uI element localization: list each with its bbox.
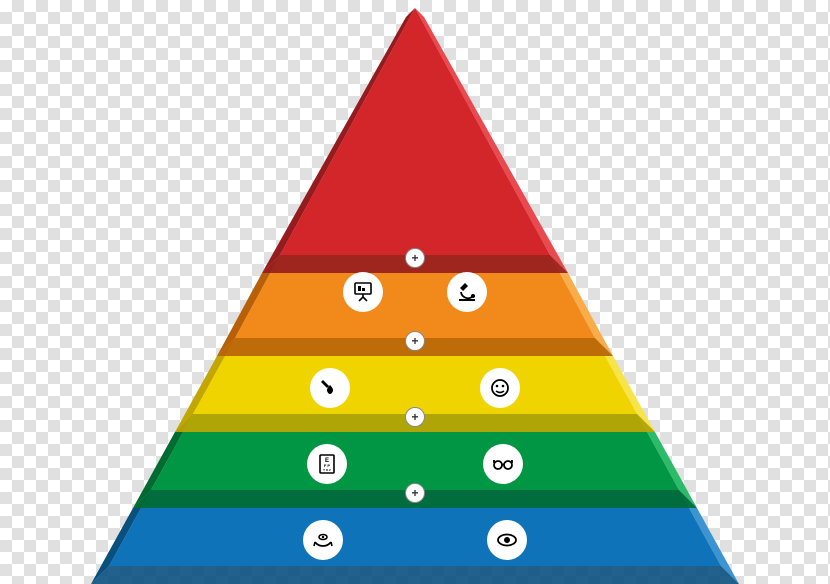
pyramid-infographic: CENTRE OF EXCELLENCE TERTIARY CARE CENTR…: [0, 0, 830, 581]
plus-marker: +: [405, 248, 425, 268]
microscope-icon: [447, 272, 487, 312]
glasses-icon: [483, 444, 523, 484]
plus-marker: +: [405, 407, 425, 427]
snellen-chart-icon: EF PT O Z: [307, 444, 347, 484]
caring-hands-icon: [303, 520, 343, 560]
face-icon: [480, 368, 520, 408]
svg-text:T O Z: T O Z: [323, 468, 331, 472]
plus-marker: +: [405, 331, 425, 351]
plus-marker: +: [405, 483, 425, 503]
eyedrops-icon: [310, 368, 350, 408]
eye-icon: [487, 520, 527, 560]
tier-excellence: [262, 8, 568, 273]
presentation-icon: [343, 272, 383, 312]
